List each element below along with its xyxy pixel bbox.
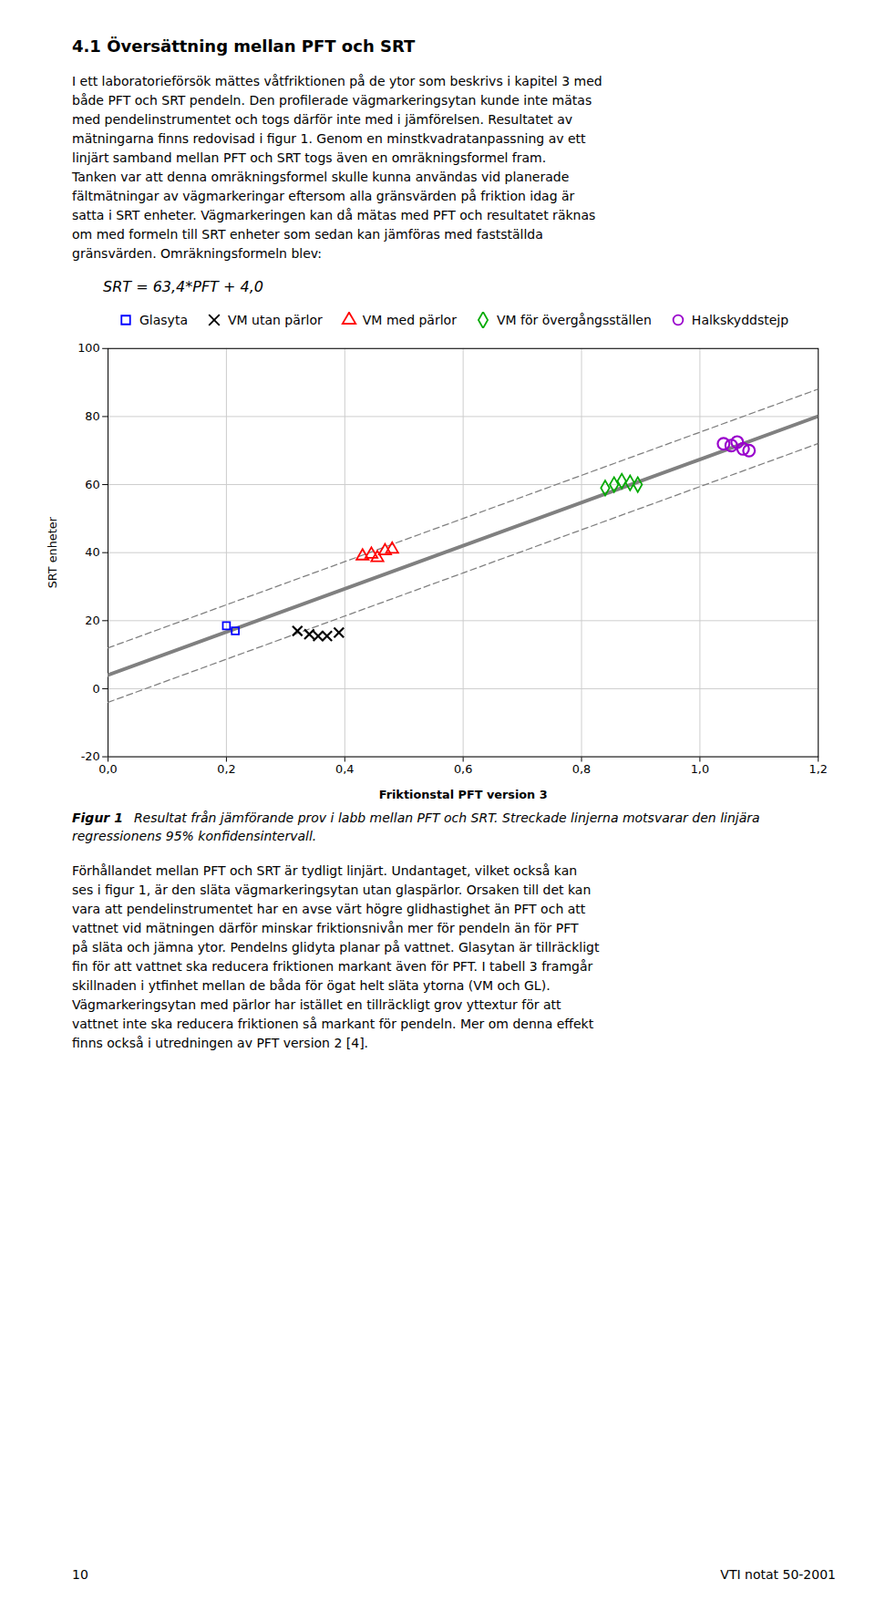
svg-text:SRT enheter: SRT enheter — [45, 515, 60, 588]
html-text:finns också i utredningen av P: finns också i utredningen av PFT version… — [72, 1035, 369, 1050]
html-text:10: 10 — [72, 1566, 89, 1582]
svg-text:0,6: 0,6 — [453, 761, 473, 776]
svg-text:0,8: 0,8 — [572, 761, 591, 776]
html-text:vattnet vid mätningen därför m: vattnet vid mätningen därför minskar fri… — [72, 920, 579, 936]
svg-text:40: 40 — [84, 545, 100, 559]
html-text:VM utan pärlor: VM utan pärlor — [227, 312, 323, 328]
html-text:skillnaden i ytfinhet mellan d: skillnaden i ytfinhet mellan de båda för… — [72, 977, 551, 993]
html-text:Förhållandet mellan PFT och SR: Förhållandet mellan PFT och SRT är tydli… — [72, 863, 578, 878]
html-text:Resultat från jämförande prov: Resultat från jämförande prov i labb mel… — [72, 810, 760, 844]
html-text:vara att pendelinstrumentet ha: vara att pendelinstrumentet har en avse … — [72, 901, 586, 916]
html-text:på släta och jämna ytor. Pende: på släta och jämna ytor. Pendelns glidyt… — [72, 939, 600, 955]
svg-text:1,0: 1,0 — [690, 761, 710, 776]
html-text:Halkskyddstejp: Halkskyddstejp — [691, 312, 789, 328]
svg-text:0,2: 0,2 — [216, 761, 236, 776]
svg-text:0,0: 0,0 — [98, 761, 117, 776]
svg-text:0,4: 0,4 — [335, 761, 354, 776]
html-text:Vägmarkeringsytan med pärlor h: Vägmarkeringsytan med pärlor har iställe… — [72, 997, 562, 1012]
html-text:om med formeln till SRT enhete: om med formeln till SRT enheter som seda… — [72, 226, 544, 242]
html-text:fin för att vattnet ska reduce: fin för att vattnet ska reducera friktio… — [72, 958, 593, 974]
svg-text:100: 100 — [77, 340, 100, 355]
html-text:ses i figur 1, är den släta vä: ses i figur 1, är den släta vägmarkering… — [72, 882, 591, 897]
html-text:SRT = 63,4*PFT + 4,0: SRT = 63,4*PFT + 4,0 — [102, 277, 264, 296]
svg-text:-20: -20 — [81, 749, 101, 763]
svg-text:60: 60 — [84, 477, 100, 492]
html-text:VTI notat 50-2001: VTI notat 50-2001 — [720, 1566, 836, 1582]
html-text:både PFT och SRT pendeln. Den: både PFT och SRT pendeln. Den profilerad… — [72, 92, 592, 108]
html-text:Tanken var att denna omräkning: Tanken var att denna omräkningsformel sk… — [72, 169, 570, 185]
html-text:gränsvärden. Omräkningsformeln: gränsvärden. Omräkningsformeln blev: — [72, 246, 322, 261]
svg-text:0: 0 — [92, 681, 101, 696]
html-text:VM med pärlor: VM med pärlor — [362, 312, 457, 328]
html-text:fältmätningar av vägmarkeringa: fältmätningar av vägmarkeringar eftersom… — [72, 188, 575, 204]
html-text:mätningarna finns redovisad i: mätningarna finns redovisad i figur 1. G… — [72, 131, 586, 146]
html-text:med pendelinstrumentet och tog: med pendelinstrumentet och togs därför i… — [72, 112, 573, 127]
html-text:satta i SRT enheter. Vägmarker: satta i SRT enheter. Vägmarkeringen kan … — [72, 207, 596, 223]
html-text:linjärt samband mellan PFT och: linjärt samband mellan PFT och SRT togs … — [72, 150, 547, 165]
svg-text:80: 80 — [84, 409, 100, 423]
html-text:4.1 Översättning mellan PFT oc: 4.1 Översättning mellan PFT och SRT — [72, 36, 415, 56]
html-text:Glasyta: Glasyta — [139, 312, 188, 328]
svg-text:20: 20 — [84, 613, 100, 628]
svg-text:Friktionstal PFT version 3: Friktionstal PFT version 3 — [379, 787, 548, 801]
html-text:Figur 1: Figur 1 — [72, 810, 123, 825]
html-text:vattnet inte ska reducera frik: vattnet inte ska reducera friktionen så … — [72, 1016, 594, 1031]
html-text:I ett laboratorieförsök mättes: I ett laboratorieförsök mättes våtfrikti… — [72, 73, 603, 89]
svg-text:1,2: 1,2 — [809, 761, 828, 776]
html-text:VM för övergångsställen: VM för övergångsställen — [496, 312, 652, 328]
